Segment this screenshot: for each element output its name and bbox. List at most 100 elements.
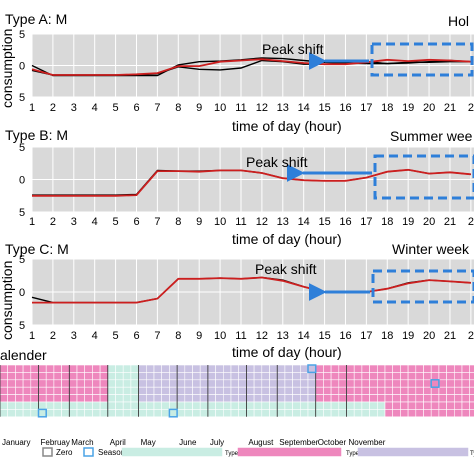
calendar-day-cell xyxy=(446,386,455,395)
calendar-day-cell xyxy=(153,372,162,381)
legend-label: Season xyxy=(98,448,125,457)
calendar-day-cell xyxy=(246,394,255,403)
xtick-label: 19 xyxy=(402,330,414,342)
month-label: April xyxy=(110,438,126,447)
xtick-label: 20 xyxy=(423,102,435,114)
calendar-day-cell xyxy=(407,372,417,381)
calendar-day-cell xyxy=(269,379,278,388)
calendar-day-cell xyxy=(38,409,47,418)
calendar-day-cell xyxy=(92,372,101,381)
calendar-day-cell xyxy=(246,372,255,381)
calendar-day-cell xyxy=(0,401,8,410)
ytick-label: 5 xyxy=(19,142,25,154)
xtick-label: 1 xyxy=(29,102,35,114)
calendar-day-cell xyxy=(184,409,193,418)
calendar-day-cell xyxy=(415,386,424,395)
calendar-day-cell xyxy=(53,379,62,388)
calendar-day-cell xyxy=(99,364,109,373)
calendar-day-cell xyxy=(361,386,370,395)
calendar-day-cell xyxy=(276,386,286,395)
month-label: January xyxy=(2,438,30,447)
legend-swatch xyxy=(83,447,94,457)
xtick-label: 13 xyxy=(277,216,289,228)
calendar-day-cell xyxy=(138,401,147,410)
calendar-day-cell xyxy=(161,394,170,403)
ytick-label: 5 xyxy=(19,29,25,41)
xtick-label: 2 xyxy=(468,102,474,114)
calendar-day-cell xyxy=(176,394,186,403)
season-marker xyxy=(37,408,47,418)
calendar-day-cell xyxy=(130,379,139,388)
legend-label: Type B xyxy=(346,451,365,457)
calendar-day-cell xyxy=(315,401,324,410)
calendar-day-cell xyxy=(307,386,316,395)
calendar-day-cell xyxy=(369,394,378,403)
calendar-day-cell xyxy=(292,379,301,388)
calendar-day-cell xyxy=(369,372,378,381)
xtick-label: 11 xyxy=(235,330,246,342)
calendar-day-cell xyxy=(246,409,255,418)
calendar-day-cell xyxy=(22,409,32,418)
xtick-label: 11 xyxy=(235,216,246,228)
xtick-label: 8 xyxy=(175,102,181,114)
calendar-cells xyxy=(0,364,474,418)
calendar-day-cell xyxy=(423,394,432,403)
calendar-day-cell xyxy=(84,364,93,373)
calendar-day-cell xyxy=(284,394,293,403)
calendar-day-cell xyxy=(38,401,47,410)
panel-a-title: Type A: M xyxy=(5,11,67,27)
calendar-day-cell xyxy=(199,394,209,403)
calendar-day-cell xyxy=(338,394,347,403)
calendar-day-cell xyxy=(7,372,16,381)
legend-swatch xyxy=(357,447,469,457)
calendar-day-cell xyxy=(315,409,324,418)
calendar-day-cell xyxy=(446,379,455,388)
calendar-day-cell xyxy=(230,379,239,388)
panel-b-subtitle: Summer wee xyxy=(390,128,473,144)
xtick-label: 19 xyxy=(402,216,414,228)
calendar-day-cell xyxy=(22,372,32,381)
calendar-day-cell xyxy=(323,364,332,373)
xtick-label: 11 xyxy=(235,102,246,114)
panel-c-ylabel: consumption xyxy=(0,261,15,340)
calendar-day-cell xyxy=(269,372,278,381)
calendar-day-cell xyxy=(253,394,263,403)
calendar-day-cell xyxy=(407,364,417,373)
calendar-day-cell xyxy=(369,401,378,410)
calendar-day-cell xyxy=(215,386,224,395)
month-label: September xyxy=(279,438,318,447)
xtick-label: 5 xyxy=(113,216,119,228)
calendar-day-cell xyxy=(22,364,32,373)
calendar-day-cell xyxy=(276,372,286,381)
calendar-day-cell xyxy=(45,409,55,418)
calendar-day-cell xyxy=(284,386,293,395)
calendar-day-cell xyxy=(61,409,70,418)
calendar-day-cell xyxy=(107,372,116,381)
calendar-day-cell xyxy=(376,364,386,373)
calendar-day-cell xyxy=(146,401,155,410)
calendar-day-cell xyxy=(346,401,355,410)
calendar-day-cell xyxy=(276,401,286,410)
calendar-day-cell xyxy=(84,394,93,403)
panel-a-xticks: 1 2 3 4 5 6 7 8 9 10 11 12 13 14 15 16 17 18 19 20 21 2 xyxy=(29,102,474,114)
ytick-label: 5 xyxy=(19,320,25,332)
calendar-day-cell xyxy=(115,409,124,418)
calendar-day-cell xyxy=(230,364,239,373)
calendar-day-cell xyxy=(438,379,447,388)
calendar-day-cell xyxy=(238,379,247,388)
calendar-day-cell xyxy=(0,386,8,395)
xtick-label: 18 xyxy=(381,216,393,228)
xtick-label: 9 xyxy=(196,330,202,342)
calendar-day-cell xyxy=(430,386,440,395)
calendar-day-cell xyxy=(323,372,332,381)
calendar-day-cell xyxy=(130,401,139,410)
calendar-day-cell xyxy=(423,386,432,395)
calendar-day-cell xyxy=(246,386,255,395)
calendar-day-cell xyxy=(92,401,101,410)
calendar-day-cell xyxy=(199,372,209,381)
calendar-day-cell xyxy=(192,409,201,418)
calendar-day-cell xyxy=(223,379,232,388)
calendar-day-cell xyxy=(45,401,55,410)
calendar-day-cell xyxy=(45,379,55,388)
